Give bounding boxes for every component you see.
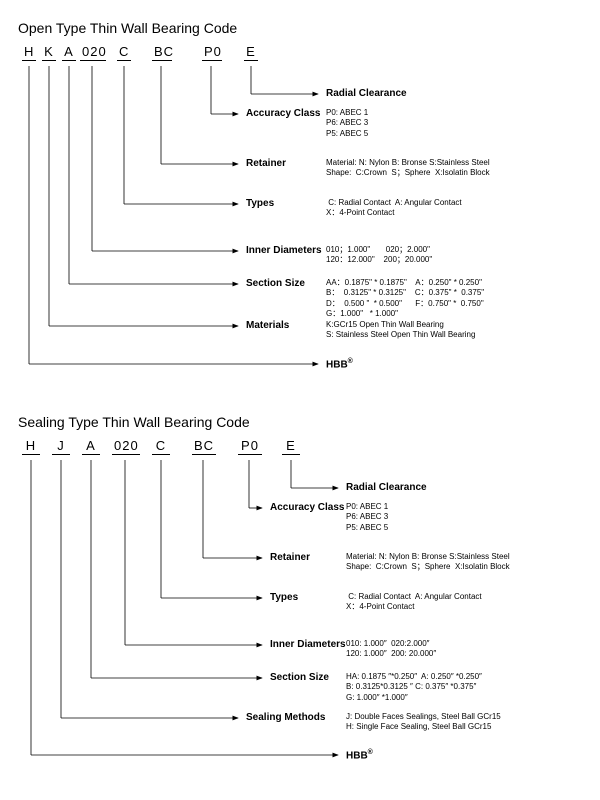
code-segment: A — [62, 44, 76, 61]
code-section: Sealing Type Thin Wall Bearing Code HJA 02… — [18, 414, 582, 775]
section-title: Sealing Type Thin Wall Bearing Code — [18, 414, 582, 430]
code-diagram: Radial ClearanceAccuracy ClassP0: ABEC 1… — [18, 66, 582, 384]
code-segment: H — [22, 44, 36, 61]
section-title: Open Type Thin Wall Bearing Code — [18, 20, 582, 36]
code-segment: E — [244, 44, 258, 61]
code-segment: J — [52, 438, 70, 455]
code-row: HJA 020 C BC P0 E — [18, 438, 582, 460]
code-segment: 020 — [112, 438, 140, 455]
code-segment: BC — [152, 44, 172, 61]
code-segment: P0 — [238, 438, 262, 455]
code-segment: K — [42, 44, 56, 61]
connector-svg — [18, 460, 582, 775]
code-segment: H — [22, 438, 40, 455]
code-segment: E — [282, 438, 300, 455]
code-segment: A — [82, 438, 100, 455]
code-segment: P0 — [202, 44, 222, 61]
code-section: Open Type Thin Wall Bearing Code HKA020 C B… — [18, 20, 582, 384]
code-row: HKA020 C BC P0 E — [18, 44, 582, 66]
code-segment: C — [152, 438, 170, 455]
code-segment: C — [117, 44, 131, 61]
connector-svg — [18, 66, 582, 384]
code-diagram: Radial ClearanceAccuracy ClassP0: ABEC 1… — [18, 460, 582, 775]
code-segment: 020 — [80, 44, 106, 61]
code-segment: BC — [192, 438, 216, 455]
